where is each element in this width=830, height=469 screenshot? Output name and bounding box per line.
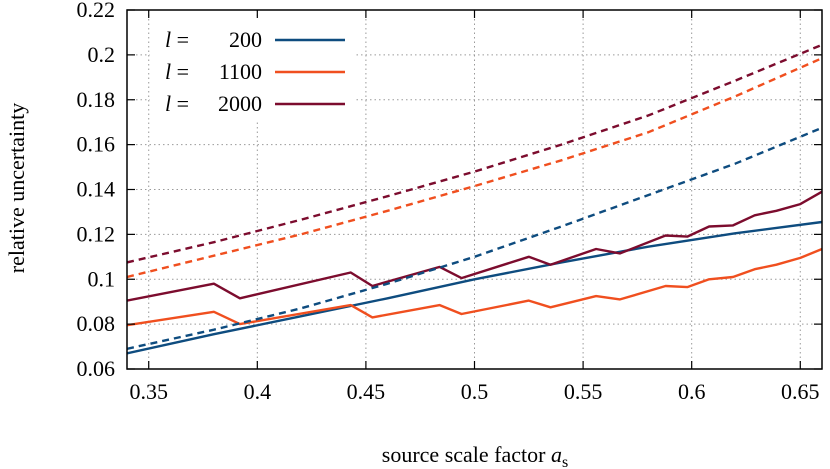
legend-symbol: l: [165, 27, 171, 52]
legend-equals: =: [171, 59, 194, 84]
y-tick-label: 0.14: [77, 177, 116, 202]
y-tick-label: 0.18: [77, 87, 116, 112]
legend-value: 200: [229, 27, 262, 52]
series-line-3-dashed: [126, 126, 823, 350]
x-tick-label: 0.55: [564, 379, 603, 404]
plot-frame: [126, 9, 823, 370]
x-tick-label: 0.45: [347, 379, 386, 404]
y-tick-label: 0.22: [77, 0, 116, 22]
y-tick-label: 0.16: [77, 132, 116, 157]
legend-label: l = 2000: [165, 91, 262, 116]
x-tick-label: 0.5: [461, 379, 489, 404]
legend-label: l = 200: [165, 27, 262, 52]
x-tick-label: 0.35: [129, 379, 168, 404]
legend-equals: =: [171, 27, 194, 52]
x-tick-label: 0.65: [781, 379, 820, 404]
legend-value: 1100: [219, 59, 262, 84]
y-tick-label: 0.12: [77, 221, 116, 246]
legend-equals: =: [171, 91, 194, 116]
x-tick-label: 0.6: [678, 379, 706, 404]
x-axis-title-subscript: s: [562, 454, 568, 469]
legend-label: l = 1100: [165, 59, 262, 84]
y-tick-label: 0.1: [88, 266, 116, 291]
legend-symbol: l: [165, 91, 171, 116]
legend-symbol: l: [165, 59, 171, 84]
series-line-5-dashed: [126, 43, 823, 264]
x-axis-title-symbol: a: [551, 442, 562, 467]
y-tick-label: 0.2: [88, 42, 116, 67]
series-line-2: [126, 190, 823, 302]
axis-ticks: 0.35 0.4 0.45 0.5 0.55 0.6 0.65 0.06 0.08 0.1 0.12…: [77, 0, 822, 404]
series-line-0: [126, 220, 823, 355]
y-tick-label: 0.08: [77, 311, 116, 336]
x-axis-title-text: source scale factor: [382, 442, 546, 467]
x-axis-title: source scale factor as: [382, 442, 568, 469]
y-axis-title: relative uncertainty: [4, 103, 29, 273]
legend-value: 2000: [218, 91, 262, 116]
series-lines: [126, 43, 823, 355]
y-tick-label: 0.06: [77, 356, 116, 381]
x-tick-label: 0.4: [244, 379, 272, 404]
series-line-4-dashed: [126, 57, 823, 279]
series-line-1: [126, 247, 823, 327]
